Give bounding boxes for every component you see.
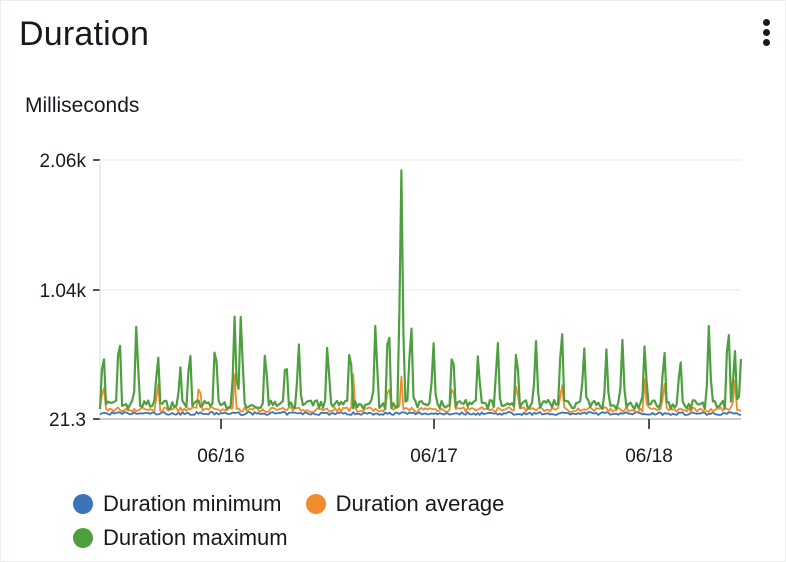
series-line-minimum[interactable] — [99, 411, 742, 416]
x-tick-label: 06/17 — [410, 446, 458, 467]
duration-line-chart: 21.3 1.04k 2.06k 06/16 06/17 06/18 — [40, 151, 743, 467]
y-tick-label: 21.3 — [49, 410, 86, 431]
more-options-icon[interactable] — [757, 17, 777, 49]
x-tick-label: 06/18 — [625, 446, 673, 467]
chart-legend: Duration minimum Duration average Durati… — [73, 487, 633, 555]
legend-swatch-maximum — [73, 528, 93, 548]
y-axis-label: Milliseconds — [25, 94, 140, 117]
legend-label-average: Duration average — [335, 491, 505, 516]
legend-label-minimum: Duration minimum — [103, 491, 282, 516]
series-line-average[interactable] — [99, 373, 742, 413]
y-tick-label: 1.04k — [40, 281, 87, 302]
legend-label-maximum: Duration maximum — [103, 525, 288, 550]
x-tick-label: 06/16 — [197, 446, 245, 467]
legend-swatch-average — [305, 494, 326, 514]
widget-title: Duration — [19, 15, 150, 53]
legend-item-maximum[interactable]: Duration maximum — [73, 521, 288, 555]
y-tick-label: 2.06k — [40, 151, 87, 172]
series-line-maximum[interactable] — [98, 169, 743, 411]
legend-swatch-minimum — [73, 494, 93, 514]
legend-item-minimum[interactable]: Duration minimum — [73, 487, 282, 521]
legend-item-average[interactable]: Duration average — [305, 487, 505, 521]
